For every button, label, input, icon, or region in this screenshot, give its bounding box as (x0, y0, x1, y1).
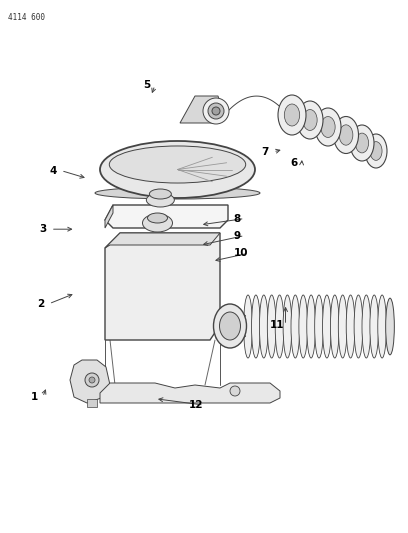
Ellipse shape (299, 295, 308, 358)
Ellipse shape (339, 125, 353, 145)
Ellipse shape (315, 295, 323, 358)
Ellipse shape (267, 295, 276, 358)
Polygon shape (105, 205, 228, 228)
Text: 10: 10 (233, 248, 248, 258)
Ellipse shape (303, 110, 317, 131)
Ellipse shape (275, 295, 284, 358)
Circle shape (230, 386, 240, 396)
Text: 6: 6 (290, 158, 297, 167)
Circle shape (212, 107, 220, 115)
Ellipse shape (291, 295, 299, 358)
Bar (87, 399, 97, 407)
Ellipse shape (146, 193, 174, 207)
Polygon shape (105, 205, 113, 228)
Ellipse shape (220, 312, 240, 340)
Ellipse shape (350, 125, 374, 161)
Ellipse shape (355, 133, 368, 153)
Text: 2: 2 (37, 299, 44, 309)
Ellipse shape (333, 117, 359, 154)
Ellipse shape (370, 295, 379, 358)
Ellipse shape (378, 295, 386, 358)
Text: 8: 8 (233, 214, 240, 223)
Ellipse shape (386, 298, 395, 355)
Ellipse shape (149, 189, 171, 199)
Ellipse shape (362, 295, 371, 358)
Text: 3: 3 (39, 224, 47, 234)
Ellipse shape (321, 117, 335, 138)
Circle shape (85, 373, 99, 387)
Text: 5: 5 (143, 80, 151, 90)
Ellipse shape (148, 213, 168, 223)
Ellipse shape (244, 295, 252, 358)
Ellipse shape (284, 104, 300, 126)
Ellipse shape (297, 101, 323, 139)
Polygon shape (180, 96, 222, 123)
Text: 7: 7 (262, 147, 269, 157)
Polygon shape (105, 233, 220, 340)
Ellipse shape (95, 187, 260, 199)
Ellipse shape (323, 295, 331, 358)
Ellipse shape (109, 146, 246, 183)
Ellipse shape (315, 108, 341, 146)
Circle shape (208, 103, 224, 119)
Ellipse shape (346, 295, 355, 358)
Ellipse shape (330, 295, 339, 358)
Polygon shape (70, 360, 110, 403)
Text: 1: 1 (31, 392, 38, 402)
Text: 9: 9 (233, 231, 240, 240)
Text: 12: 12 (188, 400, 203, 410)
Ellipse shape (100, 141, 255, 198)
Ellipse shape (338, 295, 347, 358)
Ellipse shape (283, 295, 292, 358)
Circle shape (89, 377, 95, 383)
Ellipse shape (307, 295, 315, 358)
Polygon shape (100, 383, 280, 403)
Ellipse shape (259, 295, 268, 358)
Ellipse shape (370, 142, 382, 160)
Ellipse shape (213, 304, 246, 348)
Ellipse shape (142, 214, 173, 232)
Text: 11: 11 (270, 320, 285, 330)
Text: 4114 600: 4114 600 (8, 13, 45, 22)
Text: 4: 4 (49, 166, 57, 175)
Ellipse shape (252, 295, 260, 358)
Polygon shape (105, 233, 220, 248)
Ellipse shape (365, 134, 387, 168)
Circle shape (203, 98, 229, 124)
Ellipse shape (354, 295, 363, 358)
Ellipse shape (278, 95, 306, 135)
